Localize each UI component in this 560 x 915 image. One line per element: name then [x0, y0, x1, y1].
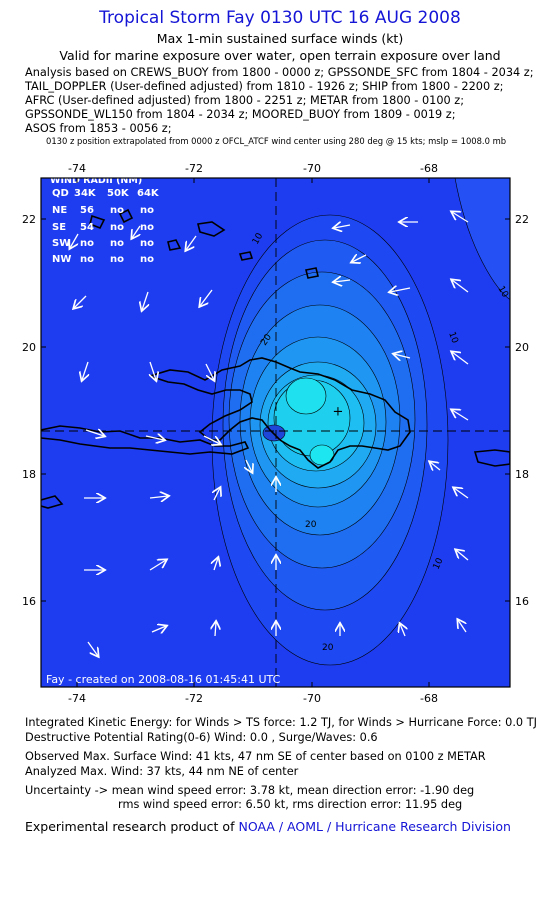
lon-tick-label: -68: [420, 692, 438, 705]
uncertainty-line-2: rms wind speed error: 6.50 kt, rms direc…: [118, 798, 463, 811]
lon-tick-label: -74: [68, 162, 86, 175]
contour-label: 10: [446, 331, 459, 345]
credit-line: Experimental research product of NOAA / …: [25, 819, 511, 834]
wind-radii-value: no: [110, 205, 124, 216]
wind-radii-header: 34K: [74, 188, 97, 199]
validity-note: Valid for marine exposure over water, op…: [59, 48, 501, 63]
wind-radii-value: no: [140, 254, 154, 265]
wind-radii-quadrant: SE: [52, 222, 66, 233]
analysis-line: GPSSONDE_WL150 from 1804 - 2034 z; MOORE…: [25, 108, 456, 121]
analyzed-max-wind: Analyzed Max. Wind: 37 kts, 44 nm NE of …: [25, 765, 299, 778]
wind-vectors: [70, 212, 469, 656]
analysis-line: AFRC (User-defined adjusted) from 1800 -…: [25, 94, 465, 107]
credit-organization-link[interactable]: NOAA / AOML / Hurricane Research Divisio…: [238, 819, 511, 834]
wind-radii-value: no: [140, 238, 154, 249]
analysis-line: Analysis based on CREWS_BUOY from 1800 -…: [25, 66, 534, 79]
lat-tick-label: 20: [22, 341, 36, 354]
lon-tick-label: -70: [303, 692, 321, 705]
dpr-line: Destructive Potential Rating(0-6) Wind: …: [25, 731, 378, 744]
wind-radii-header: QD: [52, 188, 69, 199]
credit-prefix: Experimental research product of: [25, 819, 235, 834]
wind-analysis-map: + 10 20 10 10 20 10 20 WIND RADII (NM) Q…: [0, 150, 560, 710]
analysis-line: ASOS from 1853 - 0056 z;: [25, 122, 172, 135]
extrapolation-note: 0130 z position extrapolated from 0000 z…: [46, 136, 507, 146]
ike-line: Integrated Kinetic Energy: for Winds > T…: [25, 716, 537, 729]
wind-radii-value: no: [80, 238, 94, 249]
created-timestamp: Fay - created on 2008-08-16 01:45:41 UTC: [46, 673, 281, 686]
wind-radii-value: 54: [80, 222, 94, 233]
map-frame: [40, 177, 511, 688]
contour-label: 20: [305, 520, 317, 530]
contour-label: 10: [432, 556, 446, 571]
wind-radii-value: no: [80, 254, 94, 265]
wind-radii-header: 50K: [107, 188, 130, 199]
map-ticks: [41, 178, 510, 687]
wind-radii-table: WIND RADII (NM) QD 34K 50K 64K NE 56 no …: [50, 175, 160, 265]
wind-radii-quadrant: SW: [52, 238, 70, 249]
lat-tick-label: 16: [22, 595, 36, 608]
lon-tick-label: -74: [68, 692, 86, 705]
lon-tick-label: -68: [420, 162, 438, 175]
wind-contours: [211, 178, 510, 666]
wind-radii-value: no: [140, 205, 154, 216]
analysis-line: TAIL_DOPPLER (User-defined adjusted) fro…: [25, 80, 504, 93]
contour-label: 20: [322, 643, 334, 653]
lat-tick-label: 18: [515, 468, 529, 481]
wind-radii-quadrant: NW: [52, 254, 71, 265]
wind-radii-value: no: [140, 222, 154, 233]
uncertainty-line-1: Uncertainty -> mean wind speed error: 3.…: [25, 784, 475, 797]
wind-radii-quadrant: NE: [52, 205, 67, 216]
wind-radii-value: no: [110, 222, 124, 233]
storm-center-marker: +: [333, 404, 344, 419]
lon-tick-label: -72: [185, 162, 203, 175]
observed-max-wind: Observed Max. Surface Wind: 41 kts, 47 n…: [25, 750, 486, 763]
lat-tick-label: 22: [515, 213, 529, 226]
subtitle: Max 1-min sustained surface winds (kt): [156, 31, 404, 46]
map-tick-labels: -74 -72 -70 -68 -74 -72 -70 -68 22 20 18…: [22, 162, 529, 705]
wind-radii-value: 56: [80, 205, 94, 216]
wind-radii-title: WIND RADII (NM): [50, 175, 142, 186]
wind-radii-value: no: [110, 254, 124, 265]
lon-tick-label: -70: [303, 162, 321, 175]
lat-tick-label: 20: [515, 341, 529, 354]
lat-tick-label: 16: [515, 595, 529, 608]
wind-radii-header: 64K: [137, 188, 160, 199]
lon-tick-label: -72: [185, 692, 203, 705]
page-title: Tropical Storm Fay 0130 UTC 16 AUG 2008: [99, 8, 461, 28]
lat-tick-label: 18: [22, 468, 36, 481]
wind-radii-value: no: [110, 238, 124, 249]
lat-tick-label: 22: [22, 213, 36, 226]
